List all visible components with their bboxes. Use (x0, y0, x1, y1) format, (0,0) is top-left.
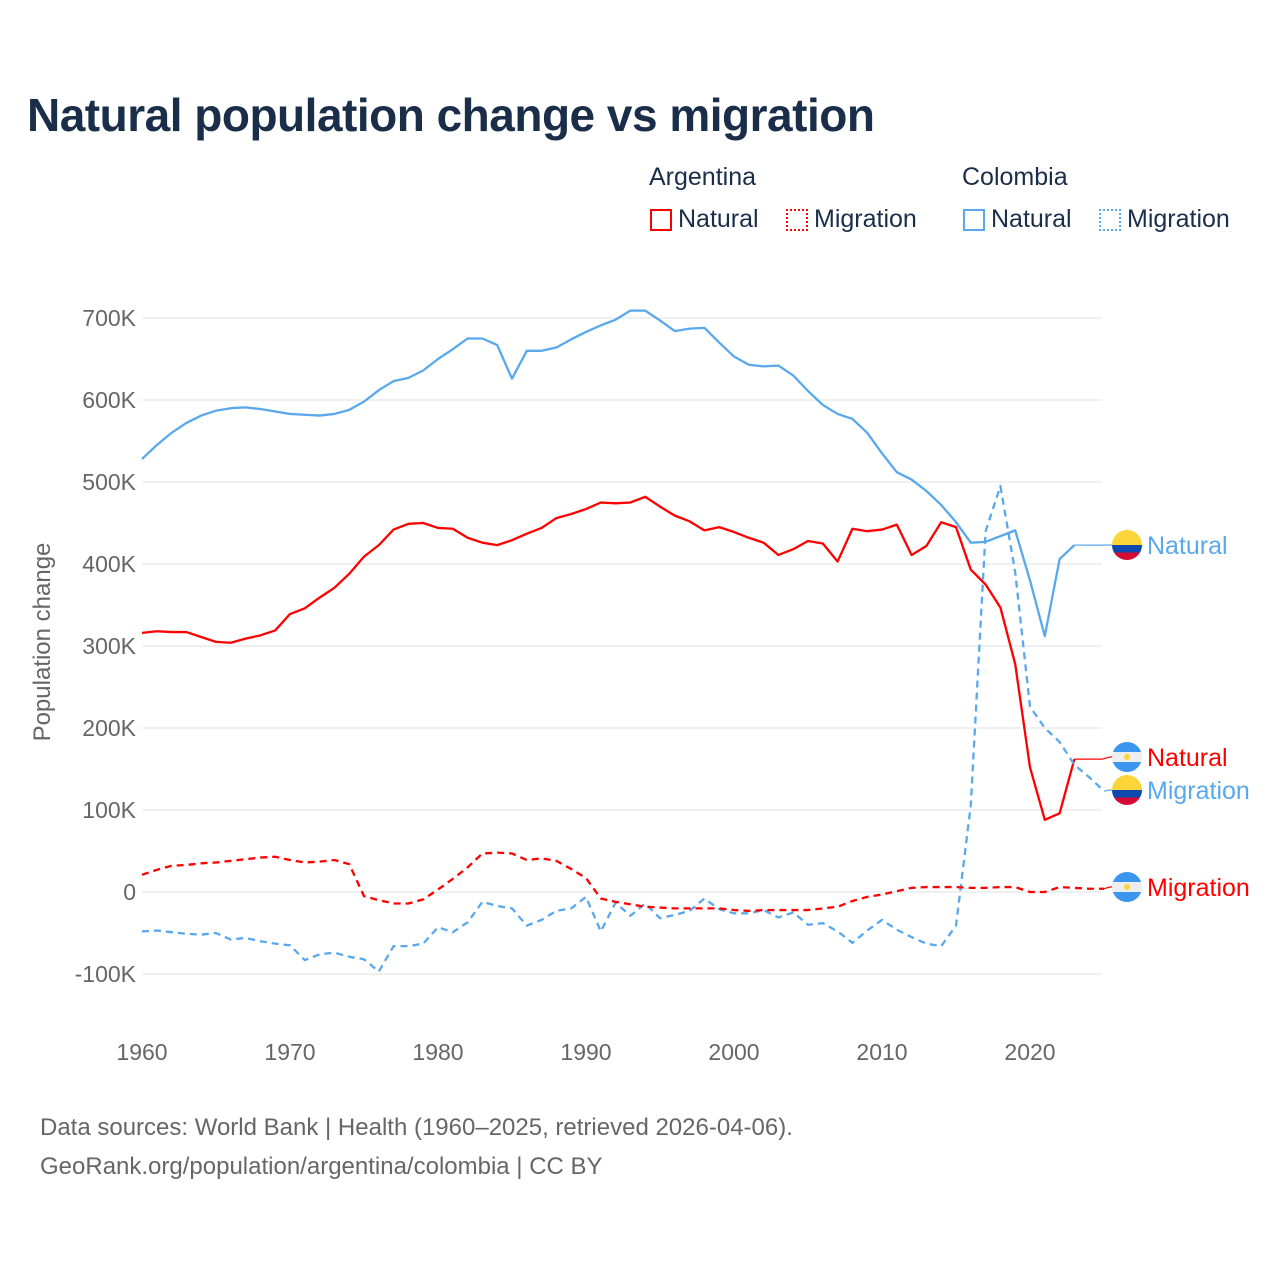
y-axis-label: Population change (29, 543, 56, 742)
y-tick-label: 0 (123, 879, 136, 905)
legend-label: Migration (814, 205, 917, 233)
legend-group-argentina: Argentina (649, 163, 757, 191)
chart-title: Natural population change vs migration (27, 89, 875, 141)
source-line-1: Data sources: World Bank | Health (1960–… (40, 1114, 793, 1141)
argentina-flag-icon (1112, 872, 1142, 902)
argentina-flag-icon (1112, 742, 1142, 772)
x-tick-label: 1990 (560, 1039, 611, 1065)
legend-colombia-natural[interactable]: Natural (963, 205, 1072, 234)
legend-swatch-dotted (1099, 208, 1121, 231)
series-line-colombia-natural (141, 309, 1076, 638)
legend-swatch-dotted (786, 208, 808, 231)
legend-colombia-migration[interactable]: Migration (1099, 205, 1230, 234)
series-end-label: Migration (1147, 777, 1250, 805)
series-end-label: Natural (1147, 532, 1228, 560)
source-note: Data sources: World Bank | Health (1960–… (40, 1108, 793, 1186)
label-connector (1074, 756, 1112, 760)
legend-label: Natural (678, 205, 759, 233)
legend-group-colombia: Colombia (962, 163, 1068, 191)
legend-label: Natural (991, 205, 1072, 233)
legend-swatch-solid (963, 208, 985, 231)
legend-label: Migration (1127, 205, 1230, 233)
x-tick-label: 2000 (708, 1039, 759, 1065)
label-connector (1103, 789, 1112, 792)
y-tick-label: 300K (82, 633, 136, 659)
y-tick-label: 600K (82, 387, 136, 413)
legend-argentina-migration[interactable]: Migration (786, 205, 917, 234)
x-tick-label: 1970 (264, 1039, 315, 1065)
label-connector (1103, 886, 1112, 890)
x-tick-label: 1980 (412, 1039, 463, 1065)
legend-argentina-natural[interactable]: Natural (650, 205, 759, 234)
series-line-colombia-migration (141, 484, 1105, 973)
y-tick-label: 700K (82, 305, 136, 331)
colombia-flag-icon (1112, 775, 1142, 805)
y-tick-label: 500K (82, 469, 136, 495)
series-end-label: Migration (1147, 874, 1250, 902)
y-tick-label: 400K (82, 551, 136, 577)
series-line-argentina-natural (141, 495, 1076, 821)
y-tick-label: -100K (75, 961, 137, 987)
x-tick-label: 2020 (1004, 1039, 1055, 1065)
legend-swatch-solid (650, 208, 672, 231)
source-line-2[interactable]: GeoRank.org/population/argentina/colombi… (40, 1153, 603, 1180)
x-tick-label: 2010 (856, 1039, 907, 1065)
y-tick-label: 200K (82, 715, 136, 741)
series-line-argentina-migration (141, 851, 1104, 913)
x-tick-label: 1960 (116, 1039, 167, 1065)
colombia-flag-icon (1112, 530, 1142, 560)
series-end-label: Natural (1147, 744, 1228, 772)
y-tick-label: 100K (82, 797, 136, 823)
